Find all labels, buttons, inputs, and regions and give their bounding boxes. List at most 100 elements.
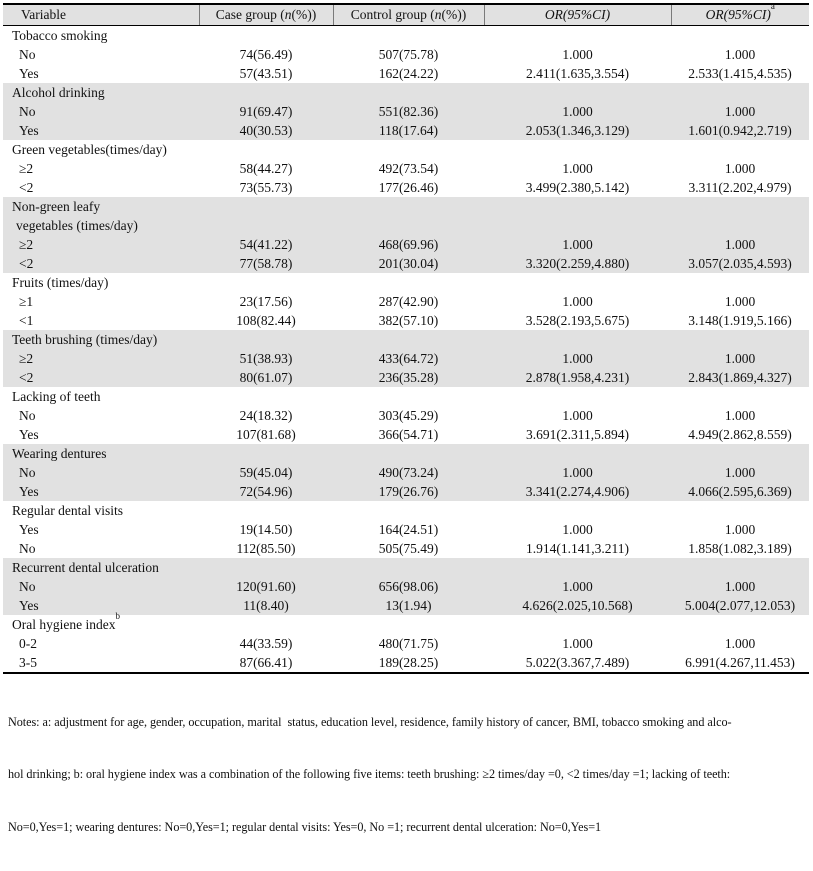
variable-cell: ≥2 bbox=[3, 349, 199, 368]
section-label: Green vegetables(times/day) bbox=[3, 140, 809, 159]
control-group-cell: 303(45.29) bbox=[333, 406, 484, 425]
or-cell: 4.626(2.025,10.568) bbox=[484, 596, 671, 615]
section-header-row: Oral hygiene indexb bbox=[3, 615, 809, 634]
variable-cell: <2 bbox=[3, 368, 199, 387]
section-label-text: Recurrent dental ulceration bbox=[12, 560, 159, 575]
or-cell: 1.000 bbox=[484, 520, 671, 539]
or-cell: 5.022(3.367,7.489) bbox=[484, 653, 671, 673]
case-group-cell: 11(8.40) bbox=[199, 596, 333, 615]
or-adjusted-cell: 1.000 bbox=[671, 577, 809, 596]
column-header-or: OR(95%CI) bbox=[484, 4, 671, 25]
variable-cell: No bbox=[3, 102, 199, 121]
control-group-cell: 287(42.90) bbox=[333, 292, 484, 311]
or-cell: 1.000 bbox=[484, 45, 671, 64]
or-adjusted-cell: 1.000 bbox=[671, 102, 809, 121]
control-group-cell: 490(73.24) bbox=[333, 463, 484, 482]
or-cell: 1.000 bbox=[484, 406, 671, 425]
case-group-cell: 24(18.32) bbox=[199, 406, 333, 425]
notes-line-1: Notes: a: adjustment for age, gender, oc… bbox=[8, 714, 809, 732]
case-group-cell: 74(56.49) bbox=[199, 45, 333, 64]
or-adjusted-cell: 1.601(0.942,2.719) bbox=[671, 121, 809, 140]
or-header-label: OR(95%CI) bbox=[545, 7, 610, 22]
control-group-header-post: (%)) bbox=[442, 7, 467, 22]
or-adjusted-cell: 6.991(4.267,11.453) bbox=[671, 653, 809, 673]
or-cell: 3.499(2.380,5.142) bbox=[484, 178, 671, 197]
case-group-cell: 54(41.22) bbox=[199, 235, 333, 254]
or-adjusted-cell: 4.949(2.862,8.559) bbox=[671, 425, 809, 444]
column-header-or-adjusted: OR(95%CI)a bbox=[671, 4, 809, 25]
or-adjusted-cell: 1.000 bbox=[671, 235, 809, 254]
section-header-row: Regular dental visits bbox=[3, 501, 809, 520]
variable-cell: Yes bbox=[3, 121, 199, 140]
section-header-row: Alcohol drinking bbox=[3, 83, 809, 102]
control-group-cell: 179(26.76) bbox=[333, 482, 484, 501]
control-group-cell: 13(1.94) bbox=[333, 596, 484, 615]
control-group-cell: 480(71.75) bbox=[333, 634, 484, 653]
case-group-header-pre: Case group ( bbox=[216, 7, 285, 22]
variable-cell: No bbox=[3, 463, 199, 482]
section-header-row: Lacking of teeth bbox=[3, 387, 809, 406]
table-notes: Notes: a: adjustment for age, gender, oc… bbox=[8, 679, 809, 871]
section-label-text: Tobacco smoking bbox=[12, 28, 107, 43]
case-group-cell: 87(66.41) bbox=[199, 653, 333, 673]
or-cell: 2.411(1.635,3.554) bbox=[484, 64, 671, 83]
notes-line-2: hol drinking; b: oral hygiene index was … bbox=[8, 766, 809, 784]
table-header: Variable Case group (n(%)) Control group… bbox=[3, 4, 809, 25]
or-cell: 1.000 bbox=[484, 349, 671, 368]
control-group-cell: 382(57.10) bbox=[333, 311, 484, 330]
control-group-cell: 433(64.72) bbox=[333, 349, 484, 368]
section-label-text: Oral hygiene index bbox=[12, 617, 115, 632]
section-label: Tobacco smoking bbox=[3, 25, 809, 45]
case-group-cell: 77(58.78) bbox=[199, 254, 333, 273]
variable-cell: Yes bbox=[3, 520, 199, 539]
variable-cell: ≥1 bbox=[3, 292, 199, 311]
section-label: Teeth brushing (times/day) bbox=[3, 330, 809, 349]
or-adjusted-header-superscript: a bbox=[771, 1, 775, 11]
variable-cell: No bbox=[3, 577, 199, 596]
case-group-cell: 44(33.59) bbox=[199, 634, 333, 653]
or-adjusted-cell: 1.000 bbox=[671, 463, 809, 482]
section-label-text: Regular dental visits bbox=[12, 503, 123, 518]
control-group-cell: 177(26.46) bbox=[333, 178, 484, 197]
or-adjusted-header-label: OR(95%CI) bbox=[706, 7, 771, 22]
case-group-cell: 58(44.27) bbox=[199, 159, 333, 178]
or-adjusted-cell: 5.004(2.077,12.053) bbox=[671, 596, 809, 615]
or-cell: 1.000 bbox=[484, 634, 671, 653]
variable-header-label: Variable bbox=[21, 7, 66, 22]
or-adjusted-cell: 1.000 bbox=[671, 292, 809, 311]
control-group-cell: 118(17.64) bbox=[333, 121, 484, 140]
control-group-header-pre: Control group ( bbox=[351, 7, 435, 22]
column-header-case-group: Case group (n(%)) bbox=[199, 4, 333, 25]
variable-cell: <2 bbox=[3, 178, 199, 197]
section-label: Oral hygiene indexb bbox=[3, 615, 809, 634]
case-group-cell: 40(30.53) bbox=[199, 121, 333, 140]
or-cell: 1.000 bbox=[484, 102, 671, 121]
section-header-row: Teeth brushing (times/day) bbox=[3, 330, 809, 349]
or-cell: 2.878(1.958,4.231) bbox=[484, 368, 671, 387]
section-label: Fruits (times/day) bbox=[3, 273, 809, 292]
case-group-cell: 23(17.56) bbox=[199, 292, 333, 311]
control-group-cell: 201(30.04) bbox=[333, 254, 484, 273]
variable-cell: 3-5 bbox=[3, 653, 199, 673]
section-label-text: Teeth brushing (times/day) bbox=[12, 332, 157, 347]
section-label-text-line2: vegetables (times/day) bbox=[12, 216, 809, 235]
or-adjusted-cell: 2.533(1.415,4.535) bbox=[671, 64, 809, 83]
control-group-cell: 505(75.49) bbox=[333, 539, 484, 558]
case-group-cell: 107(81.68) bbox=[199, 425, 333, 444]
variable-cell: Yes bbox=[3, 64, 199, 83]
